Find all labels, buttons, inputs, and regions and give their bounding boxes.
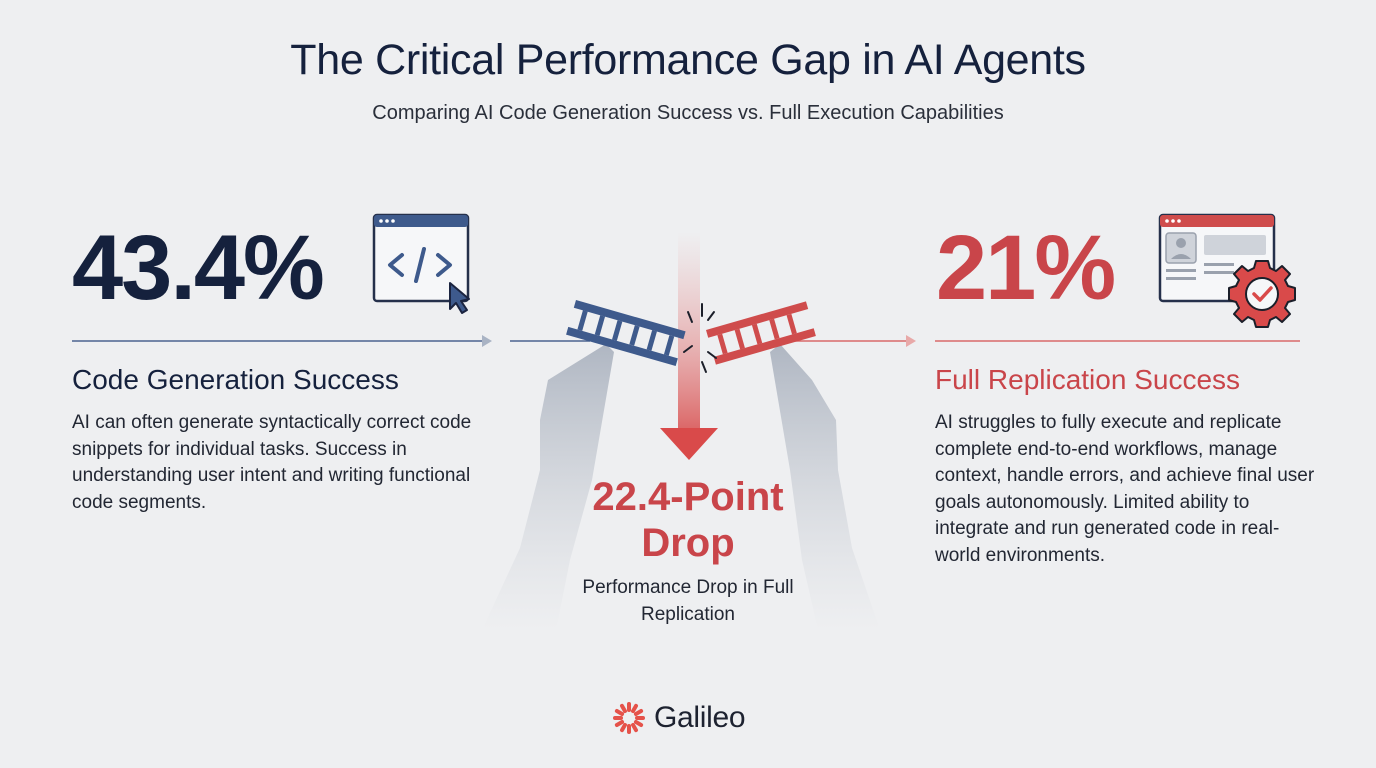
code-generation-value: 43.4% bbox=[72, 217, 325, 319]
page-subtitle: Comparing AI Code Generation Success vs.… bbox=[372, 102, 1004, 124]
full-replication-value: 21% bbox=[936, 217, 1116, 319]
page-title: The Critical Performance Gap in AI Agent… bbox=[290, 36, 1086, 84]
performance-drop-caption: Performance Drop in Full Replication bbox=[582, 577, 794, 625]
code-window-icon bbox=[372, 213, 470, 314]
down-arrow-icon bbox=[660, 428, 718, 460]
full-replication-description: AI struggles to fully execute and replic… bbox=[935, 412, 1315, 566]
code-generation-heading: Code Generation Success bbox=[72, 364, 399, 395]
brand-logo: Galileo bbox=[612, 700, 746, 736]
full-replication-heading: Full Replication Success bbox=[935, 364, 1241, 395]
workflow-gear-icon bbox=[1158, 213, 1296, 328]
code-generation-description: AI can often generate syntactically corr… bbox=[72, 412, 472, 513]
galileo-starburst-icon bbox=[613, 702, 645, 734]
brand-name: Galileo bbox=[654, 701, 746, 734]
performance-drop-value: 22.4-Point Drop bbox=[592, 475, 784, 565]
